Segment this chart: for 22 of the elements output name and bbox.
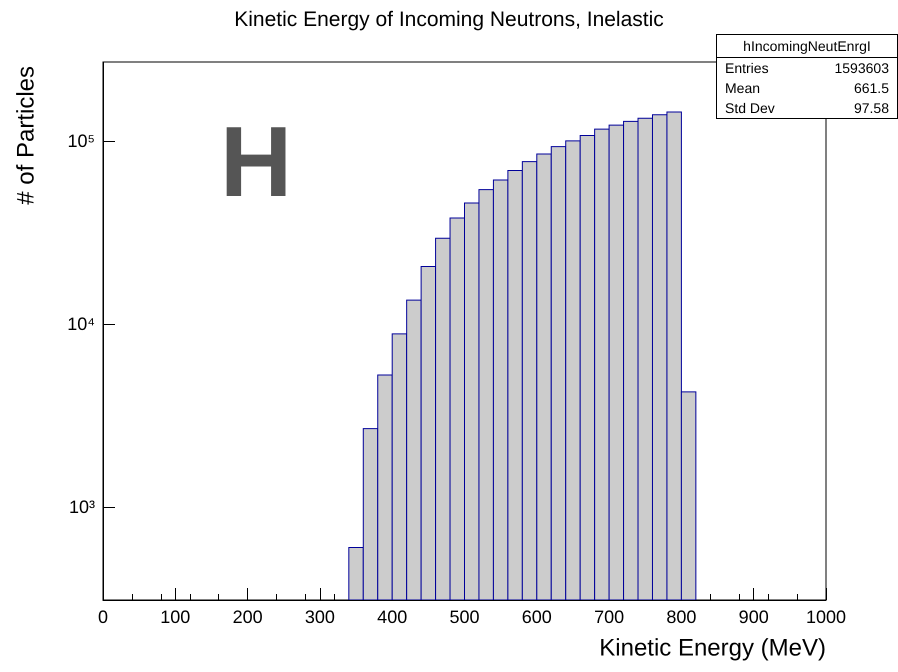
annotation: H xyxy=(220,106,292,218)
y-tick-label: 10³ xyxy=(68,496,96,517)
x-tick-label: 800 xyxy=(666,607,696,627)
y-tick-label: 10⁵ xyxy=(68,130,95,151)
x-tick-label: 600 xyxy=(522,607,552,627)
x-axis-title: Kinetic Energy (MeV) xyxy=(599,634,826,662)
x-tick-label: 0 xyxy=(98,607,108,627)
x-tick-label: 700 xyxy=(594,607,624,627)
text: Entries 1593603 xyxy=(725,60,889,76)
chart-title: Kinetic Energy of Incoming Neutrons, Inelastic xyxy=(234,8,664,31)
x-tick-label: 900 xyxy=(738,607,769,627)
text: Std Dev 97.58 xyxy=(725,100,889,116)
x-tick-label: 100 xyxy=(160,607,190,627)
x-tick-label: 500 xyxy=(449,607,480,627)
text: Mean 661.5 xyxy=(725,80,889,96)
text: hIncomingNeutEnrgI xyxy=(717,35,897,58)
x-tick-label: 1000 xyxy=(806,607,846,627)
x-tick-label: 400 xyxy=(377,607,408,627)
x-tick-label: 300 xyxy=(304,607,335,627)
y-axis-title: # of Particles xyxy=(12,66,40,205)
x-tick-label: 200 xyxy=(232,607,263,627)
y-tick-label: 10⁴ xyxy=(67,314,95,334)
